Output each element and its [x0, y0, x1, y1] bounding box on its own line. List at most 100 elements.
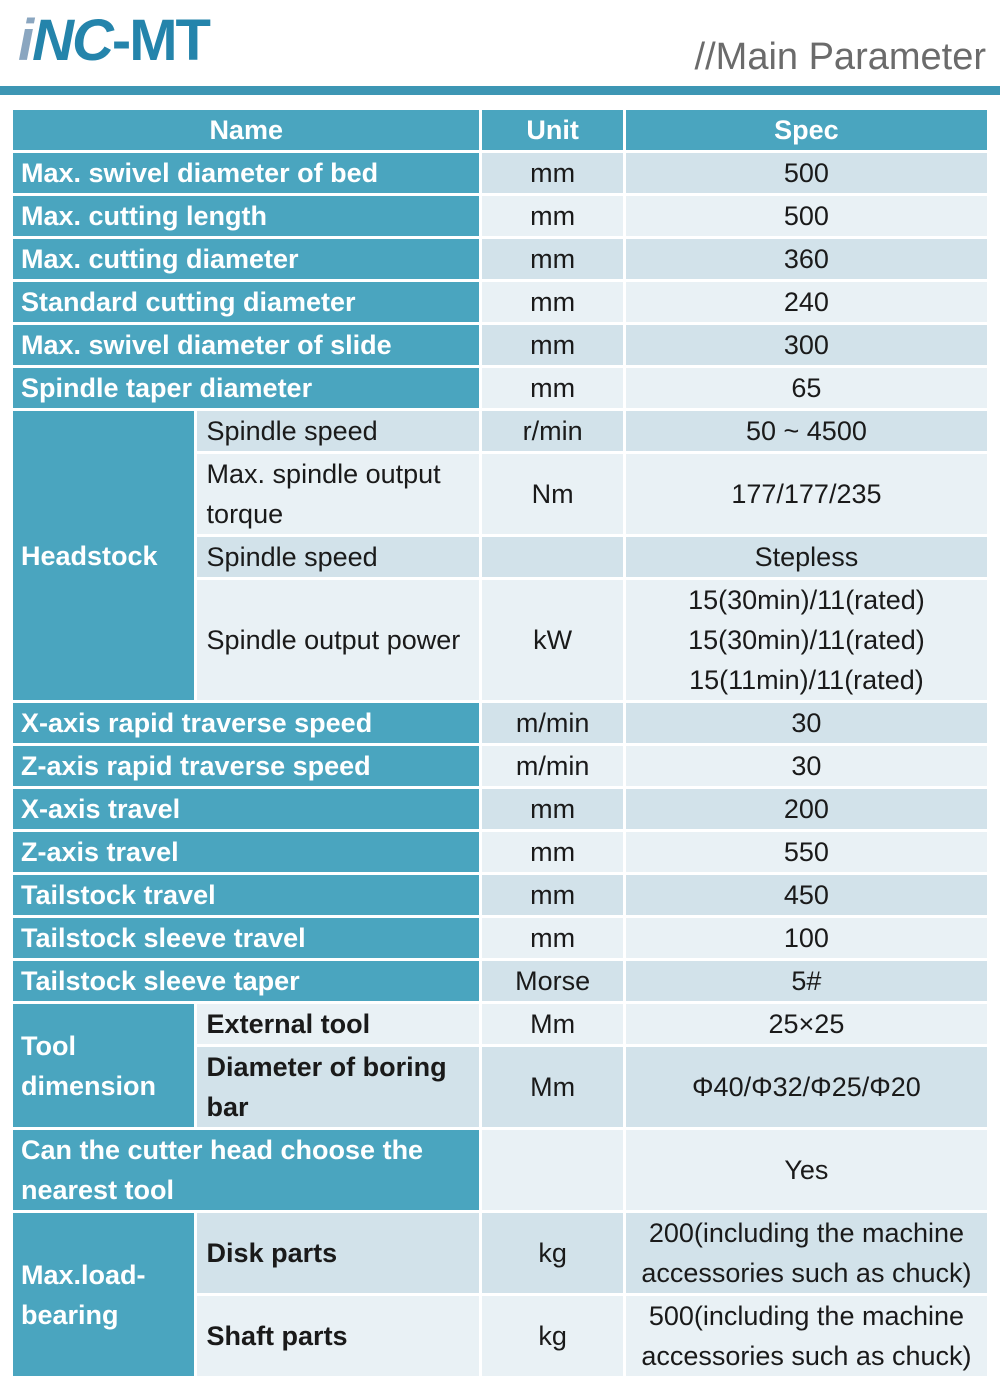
row-spec-cell: 300: [625, 325, 987, 365]
row-name-cell: Max. cutting length: [13, 196, 480, 236]
row-spec-cell: 177/177/235: [625, 454, 987, 534]
row-unit-cell: [482, 1130, 623, 1210]
row-spec-cell: 240: [625, 282, 987, 322]
row-unit-cell: Nm: [482, 454, 623, 534]
subrow-name-cell: Disk parts: [196, 1213, 480, 1293]
table-row: Headstock Spindle speed r/min 50 ~ 4500: [13, 411, 987, 700]
logo-i-letter: i: [18, 8, 34, 73]
group-name-cell: Headstock: [13, 411, 194, 700]
row-spec-cell: 50 ~ 4500: [625, 411, 987, 451]
table-row: X-axis travel mm 200: [13, 789, 987, 829]
row-spec-cell: 30: [625, 703, 987, 743]
table-row: Shaft parts kg 500(including the machine a…: [13, 1296, 987, 1376]
row-spec-cell: 200(including the machine accessories su…: [625, 1213, 987, 1293]
subrow-name-cell: Diameter of boring bar: [196, 1047, 480, 1127]
row-unit-cell: mm: [482, 918, 623, 958]
page-title: //Main Parameter: [694, 36, 986, 78]
row-spec-cell: 550: [625, 832, 987, 872]
column-header-name: Name: [13, 110, 480, 150]
row-unit-cell: [482, 537, 623, 577]
table-row: Diameter of boring bar Mm Φ40/Φ32/Φ25/Φ20: [13, 1047, 987, 1127]
row-name-cell: Z-axis travel: [13, 832, 480, 872]
spec-line: 15(30min)/11(rated): [688, 625, 925, 655]
spec-line: 15(11min)/11(rated): [689, 665, 924, 695]
row-unit-cell: mm: [482, 368, 623, 408]
table-row: Max. swivel diameter of bed mm 500: [13, 153, 987, 193]
row-unit-cell: kg: [482, 1296, 623, 1376]
row-spec-cell: 200: [625, 789, 987, 829]
subrow-name-cell: Max. spindle output torque: [196, 454, 480, 534]
row-name-cell: Tailstock sleeve travel: [13, 918, 480, 958]
subrow-name-cell: Spindle speed: [196, 537, 480, 577]
subrow-name-cell: Spindle output power: [196, 580, 480, 700]
row-spec-cell: 500: [625, 196, 987, 236]
row-spec-cell: 15(30min)/11(rated) 15(30min)/11(rated) 15…: [625, 580, 987, 700]
row-name-cell: Tailstock sleeve taper: [13, 961, 480, 1001]
header-rule: [0, 86, 1000, 95]
row-spec-cell: 500(including the machine accessories su…: [625, 1296, 987, 1376]
row-spec-cell: 5#: [625, 961, 987, 1001]
row-unit-cell: kW: [482, 580, 623, 700]
logo-nc-letters: NC: [32, 8, 114, 73]
row-unit-cell: mm: [482, 153, 623, 193]
row-name-cell: Spindle taper diameter: [13, 368, 480, 408]
row-spec-cell: 100: [625, 918, 987, 958]
group-name-cell: Tool dimension: [13, 1004, 194, 1127]
row-spec-cell: Φ40/Φ32/Φ25/Φ20: [625, 1047, 987, 1127]
row-name-cell: Tailstock travel: [13, 875, 480, 915]
row-spec-cell: Stepless: [625, 537, 987, 577]
row-unit-cell: mm: [482, 239, 623, 279]
row-unit-cell: mm: [482, 875, 623, 915]
table-row: Spindle speed Stepless: [13, 537, 987, 577]
table-row: Z-axis rapid traverse speed m/min 30: [13, 746, 987, 786]
table-row: Spindle output power kW 15(30min)/11(rated…: [13, 580, 987, 700]
table-row: Max. cutting length mm 500: [13, 196, 987, 236]
spec-table-body: Max. swivel diameter of bed mm 500 Max. cut…: [13, 153, 987, 1376]
row-unit-cell: Mm: [482, 1047, 623, 1127]
logo: iNC-MT: [18, 8, 211, 74]
row-unit-cell: Mm: [482, 1004, 623, 1044]
row-unit-cell: mm: [482, 789, 623, 829]
row-name-cell: Z-axis rapid traverse speed: [13, 746, 480, 786]
column-header-spec: Spec: [625, 110, 987, 150]
row-unit-cell: r/min: [482, 411, 623, 451]
row-unit-cell: mm: [482, 325, 623, 365]
table-row: Max.load-bearing Disk parts kg 200(includin…: [13, 1213, 987, 1376]
row-name-cell: Standard cutting diameter: [13, 282, 480, 322]
row-name-cell: Max. swivel diameter of bed: [13, 153, 480, 193]
subrow-name-cell: Shaft parts: [196, 1296, 480, 1376]
row-spec-cell: 500: [625, 153, 987, 193]
row-spec-cell: 360: [625, 239, 987, 279]
table-row: Tailstock sleeve taper Morse 5#: [13, 961, 987, 1001]
row-name-cell: Max. swivel diameter of slide: [13, 325, 480, 365]
spec-line: 15(30min)/11(rated): [688, 585, 925, 615]
row-unit-cell: m/min: [482, 746, 623, 786]
table-row: X-axis rapid traverse speed m/min 30: [13, 703, 987, 743]
table-header-row: Name Unit Spec: [13, 110, 987, 150]
row-unit-cell: Morse: [482, 961, 623, 1001]
row-name-cell: X-axis travel: [13, 789, 480, 829]
logo-mt-letters: -MT: [111, 8, 211, 73]
row-spec-cell: 25×25: [625, 1004, 987, 1044]
row-unit-cell: mm: [482, 282, 623, 322]
spec-table: Name Unit Spec Max. swivel diameter of b…: [10, 107, 990, 1379]
row-spec-cell: Yes: [625, 1130, 987, 1210]
column-header-unit: Unit: [482, 110, 623, 150]
subrow-name-cell: External tool: [196, 1004, 480, 1044]
row-unit-cell: mm: [482, 832, 623, 872]
table-row: Max. swivel diameter of slide mm 300: [13, 325, 987, 365]
table-row: Tool dimension External tool Mm 25×25: [13, 1004, 987, 1127]
table-row: Max. cutting diameter mm 360: [13, 239, 987, 279]
row-unit-cell: mm: [482, 196, 623, 236]
table-row: Tailstock travel mm 450: [13, 875, 987, 915]
row-name-cell: Can the cutter head choose the nearest t…: [13, 1130, 480, 1210]
table-row: Tailstock sleeve travel mm 100: [13, 918, 987, 958]
table-row: Standard cutting diameter mm 240: [13, 282, 987, 322]
group-name-cell: Max.load-bearing: [13, 1213, 194, 1376]
subrow-name-cell: Spindle speed: [196, 411, 480, 451]
row-spec-cell: 30: [625, 746, 987, 786]
table-row: Can the cutter head choose the nearest t…: [13, 1130, 987, 1210]
row-unit-cell: kg: [482, 1213, 623, 1293]
row-name-cell: X-axis rapid traverse speed: [13, 703, 480, 743]
row-spec-cell: 65: [625, 368, 987, 408]
